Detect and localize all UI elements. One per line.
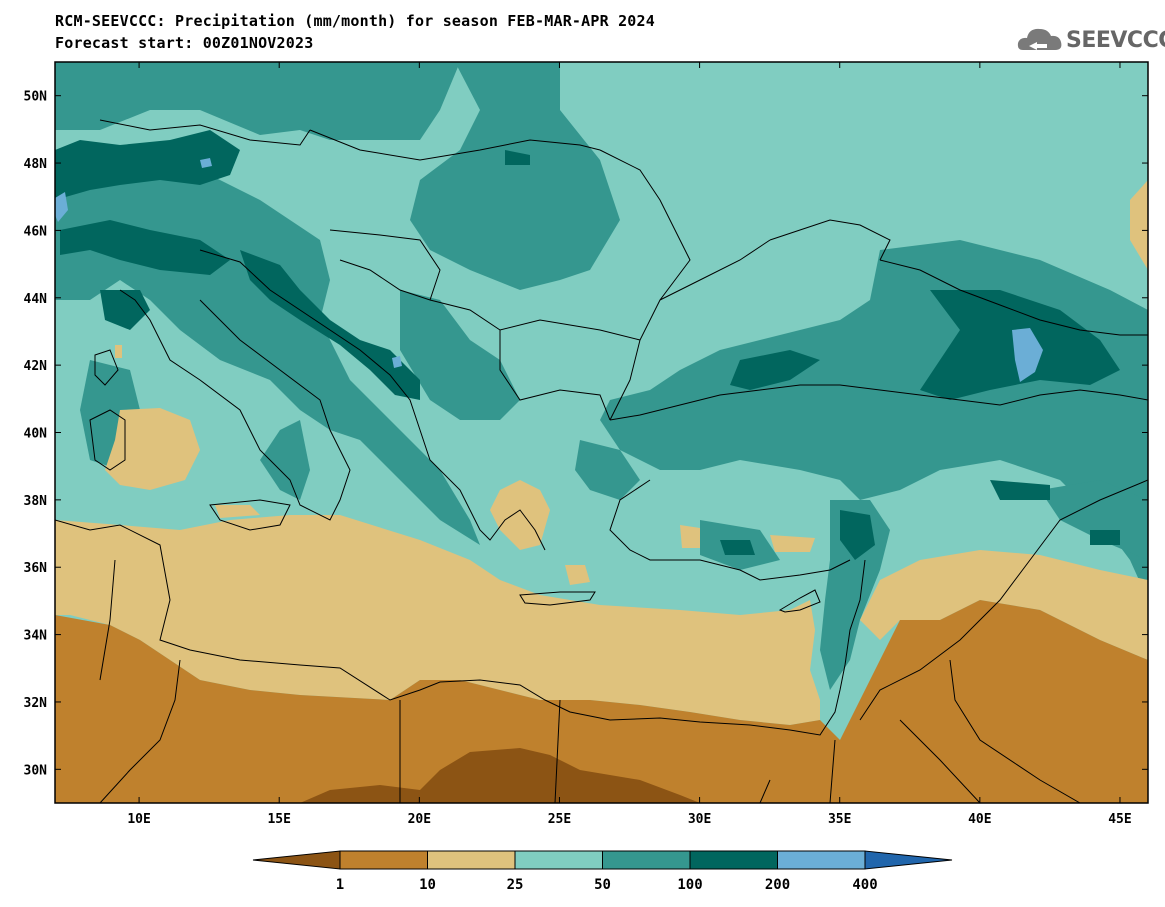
colorbar-swatch xyxy=(339,850,428,870)
latitude-ticks: 30N 32N 34N 36N 38N 40N 42N 44N 46N 48N 50N xyxy=(24,90,1148,778)
lat-tick-label: 46N xyxy=(24,224,48,239)
band-1-10 xyxy=(55,600,1148,803)
lat-tick-label: 40N xyxy=(24,427,48,442)
lat-tick-label: 30N xyxy=(24,763,48,778)
map-title: RCM-SEEVCCC: Precipitation (mm/month) fo… xyxy=(55,12,655,30)
colorbar-swatch xyxy=(514,850,603,870)
colorbar-label: 10 xyxy=(419,877,436,893)
colorbar-label: 200 xyxy=(765,877,790,893)
lat-tick-label: 38N xyxy=(24,494,48,509)
lat-tick-label: 48N xyxy=(24,157,48,172)
colorbar-label: 100 xyxy=(677,877,702,893)
lon-tick-label: 40E xyxy=(968,812,991,827)
lat-tick-label: 34N xyxy=(24,629,48,644)
logo-text: SEEVCCC xyxy=(1066,28,1165,53)
colorbar-label: 50 xyxy=(594,877,611,893)
lat-tick-label: 42N xyxy=(24,359,48,374)
colorbar-label: 1 xyxy=(336,877,344,893)
band-10-25 xyxy=(55,180,1148,725)
band-200-400 xyxy=(55,158,1043,382)
lat-tick-label: 44N xyxy=(24,292,48,307)
colorbar-label: 400 xyxy=(852,877,877,893)
lat-tick-label: 50N xyxy=(24,90,48,105)
lon-tick-label: 30E xyxy=(688,812,711,827)
colorbar-arrow-low xyxy=(252,850,341,870)
coastlines-borders xyxy=(55,119,1148,803)
colorbar-swatch xyxy=(602,850,691,870)
lon-tick-label: 45E xyxy=(1108,812,1131,827)
lon-tick-label: 20E xyxy=(408,812,431,827)
lon-tick-label: 35E xyxy=(828,812,851,827)
lon-tick-label: 10E xyxy=(127,812,150,827)
lon-tick-label: 25E xyxy=(548,812,571,827)
lat-tick-label: 36N xyxy=(24,561,48,576)
colorbar-swatch xyxy=(689,850,778,870)
longitude-ticks: 10E 15E 20E 25E 30E 35E 40E 45E xyxy=(127,62,1132,827)
forecast-start-label: Forecast start: 00Z01NOV2023 xyxy=(55,34,314,52)
colorbar-label: 25 xyxy=(507,877,524,893)
colorbar-arrow-high xyxy=(864,850,953,870)
colorbar-swatch xyxy=(427,850,516,870)
lat-tick-label: 32N xyxy=(24,696,48,711)
lon-tick-label: 15E xyxy=(267,812,290,827)
colorbar-swatch xyxy=(777,850,866,870)
cloud-logo-icon xyxy=(1017,28,1062,50)
precipitation-fill xyxy=(55,62,1148,803)
colorbar: 1 10 25 50 100 200 400 xyxy=(252,850,953,893)
